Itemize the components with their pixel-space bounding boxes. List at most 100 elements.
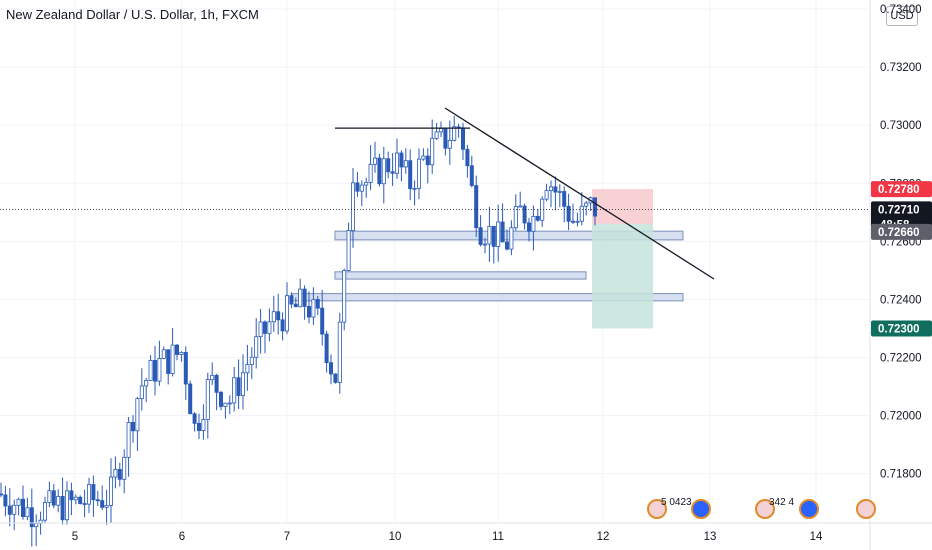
candle-up [298,288,303,308]
candle-up [258,321,263,338]
stop-price-tag-label: 0.72780 [878,184,920,196]
candle-down [390,171,395,174]
candle-up [403,160,408,168]
candle-down [306,306,311,318]
candle-down [328,362,333,375]
candle-up [364,181,369,186]
time-tick-label: 12 [597,531,610,543]
candle-up [447,139,452,149]
candle-down [69,490,74,501]
candle-up [113,469,118,478]
candle-up [205,379,210,420]
candle-up [518,205,523,208]
candle-up [412,187,417,190]
candle-down [29,507,34,528]
support-2-zone [334,271,587,280]
candle-up [87,484,92,505]
us-flag-icon[interactable] [755,499,775,519]
candle-down [214,374,219,393]
stop-price-tag-bg [871,181,932,198]
candle-down [553,186,558,193]
candle-up [531,215,536,232]
candle-up [482,243,487,246]
candle-up [240,372,245,396]
nz-flag-icon[interactable] [799,499,819,519]
candle-down [302,288,307,307]
candle-up [109,476,114,506]
candle-up [179,352,184,355]
candle-up [201,419,206,431]
us-flag-icon[interactable] [647,499,667,519]
candle-down [280,319,285,332]
candle-down [315,299,320,309]
candle-down [91,484,96,501]
candle-down [183,352,188,385]
candle-down [51,490,56,506]
price-tick-label: 0.71800 [880,469,922,481]
grid [0,0,870,523]
candle-down [192,413,197,424]
candle-down [504,241,509,250]
candle-up [337,321,342,383]
candle-up [509,227,514,250]
candle-down [491,225,496,247]
candle-up [16,498,21,506]
candle-up [549,186,554,191]
candle-down [95,499,100,502]
stop-loss-zone [592,189,653,224]
candle-down [320,307,325,335]
candle-down [236,377,241,396]
candle-up [416,158,421,189]
candle-up [34,522,39,528]
candle-up [513,206,518,229]
price-tick-label: 0.72400 [880,294,922,306]
currency-button[interactable]: USD [886,6,918,26]
chart-title: New Zealand Dollar / U.S. Dollar, 1h, FX… [6,7,259,22]
candle-up [284,295,289,332]
candle-up [394,152,399,174]
take-profit-zone [592,223,653,329]
candle-down [289,295,294,305]
candle-down [218,391,223,407]
time-tick-label: 13 [704,531,717,543]
time-tick-label: 14 [810,531,823,543]
short-position-tool[interactable] [592,189,653,329]
candle-down [188,383,193,415]
time-tick-label: 11 [492,531,504,543]
trendline[interactable] [444,107,715,280]
time-tick-label: 5 [72,531,78,543]
candle-down [293,303,298,308]
candle-down [130,421,135,432]
candle-down [535,215,540,221]
candle-down [478,227,483,245]
candle-down [593,197,598,217]
candle-up [43,502,48,521]
candle-up [346,230,351,271]
candle-down [465,148,470,167]
price-axis[interactable]: 0.718000.720000.722000.724000.726000.728… [869,0,922,550]
candle-up [56,496,61,506]
time-axis[interactable]: 5 6 7 10 11 12 13 14 [0,522,932,543]
drawings[interactable] [0,107,870,280]
candle-down [7,505,12,515]
candle-up [575,220,580,223]
candle-up [73,496,78,501]
price-tick-label: 0.73200 [880,62,922,74]
nz-flag-icon[interactable] [691,499,711,519]
price-tick-label: 0.73000 [880,120,922,132]
candle-up [372,157,377,165]
candle-up [350,182,355,231]
price-tick-label: 0.72000 [880,411,922,423]
candle-up [557,191,562,193]
candle-up [438,128,443,133]
candle-down [500,221,505,243]
candle-up [210,374,215,381]
us-flag-icon[interactable] [856,499,876,519]
candle-up [227,402,232,405]
economic-events[interactable]: 5 0423 342 4 [647,497,876,519]
candle-up [359,184,364,192]
time-tick-label: 10 [389,531,402,543]
candle-up [232,377,237,404]
